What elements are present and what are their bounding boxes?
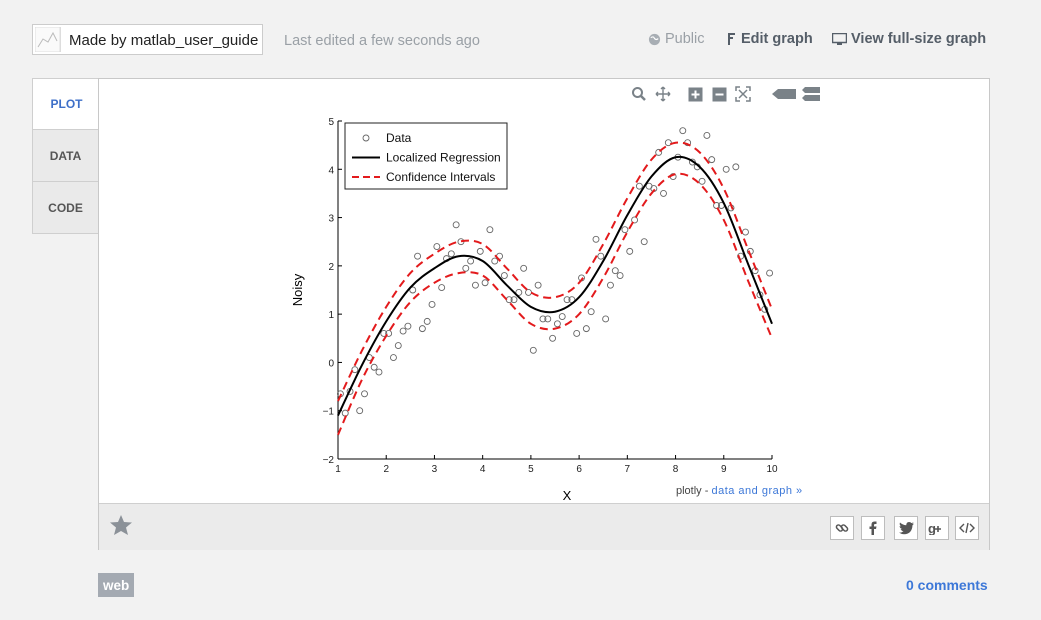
edit-graph-link[interactable]: Edit graph — [727, 31, 813, 47]
tab-data[interactable]: DATA — [32, 130, 99, 182]
plot-panel — [98, 78, 990, 550]
graph-footer-toolbar: g — [99, 503, 989, 550]
made-by-prefix: Made by — [69, 32, 131, 49]
author-link[interactable]: matlab_user_guide — [130, 32, 259, 49]
tag-web[interactable]: web — [98, 573, 135, 597]
embed-icon[interactable] — [955, 516, 979, 540]
google-plus-icon[interactable]: g — [925, 516, 949, 540]
tab-code[interactable]: CODE — [32, 182, 99, 234]
facebook-icon[interactable] — [861, 516, 885, 540]
globe-icon — [648, 33, 661, 45]
graph-thumbnail[interactable] — [34, 26, 61, 53]
tab-plot[interactable]: PLOT — [32, 78, 100, 130]
made-by-text: Made by matlab_user_guide — [69, 32, 258, 49]
graph-header: Made by matlab_user_guide Last edited a … — [0, 0, 1041, 78]
hover-closest-icon[interactable] — [772, 86, 796, 102]
pan-icon[interactable] — [654, 86, 672, 102]
view-tabs: PLOT DATA CODE — [32, 78, 100, 234]
twitter-icon[interactable] — [894, 516, 918, 540]
plot-modebar — [630, 85, 820, 103]
credit-prefix: plotly - — [676, 485, 712, 497]
edit-label: Edit graph — [741, 31, 813, 47]
hover-compare-icon[interactable] — [802, 86, 820, 102]
star-icon[interactable] — [109, 514, 133, 541]
public-link[interactable]: Public — [648, 31, 705, 47]
autoscale-icon[interactable] — [734, 86, 752, 102]
last-edited-text: Last edited a few seconds ago — [284, 33, 480, 49]
view-label: View full-size graph — [851, 31, 987, 47]
svg-text:g: g — [928, 521, 936, 535]
zoom-icon[interactable] — [630, 86, 648, 102]
comments-link[interactable]: 0 comments — [906, 577, 988, 593]
public-label: Public — [665, 31, 705, 47]
data-and-graph-link[interactable]: data and graph » — [711, 485, 803, 497]
author-badge[interactable]: Made by matlab_user_guide — [32, 24, 263, 55]
edit-icon — [728, 33, 735, 45]
zoom-out-icon[interactable] — [710, 86, 728, 102]
link-icon[interactable] — [830, 516, 854, 540]
zoom-in-icon[interactable] — [686, 86, 704, 102]
plotly-credit: plotly - data and graph » — [676, 485, 803, 497]
monitor-icon — [832, 32, 847, 45]
view-full-size-link[interactable]: View full-size graph — [832, 31, 986, 47]
